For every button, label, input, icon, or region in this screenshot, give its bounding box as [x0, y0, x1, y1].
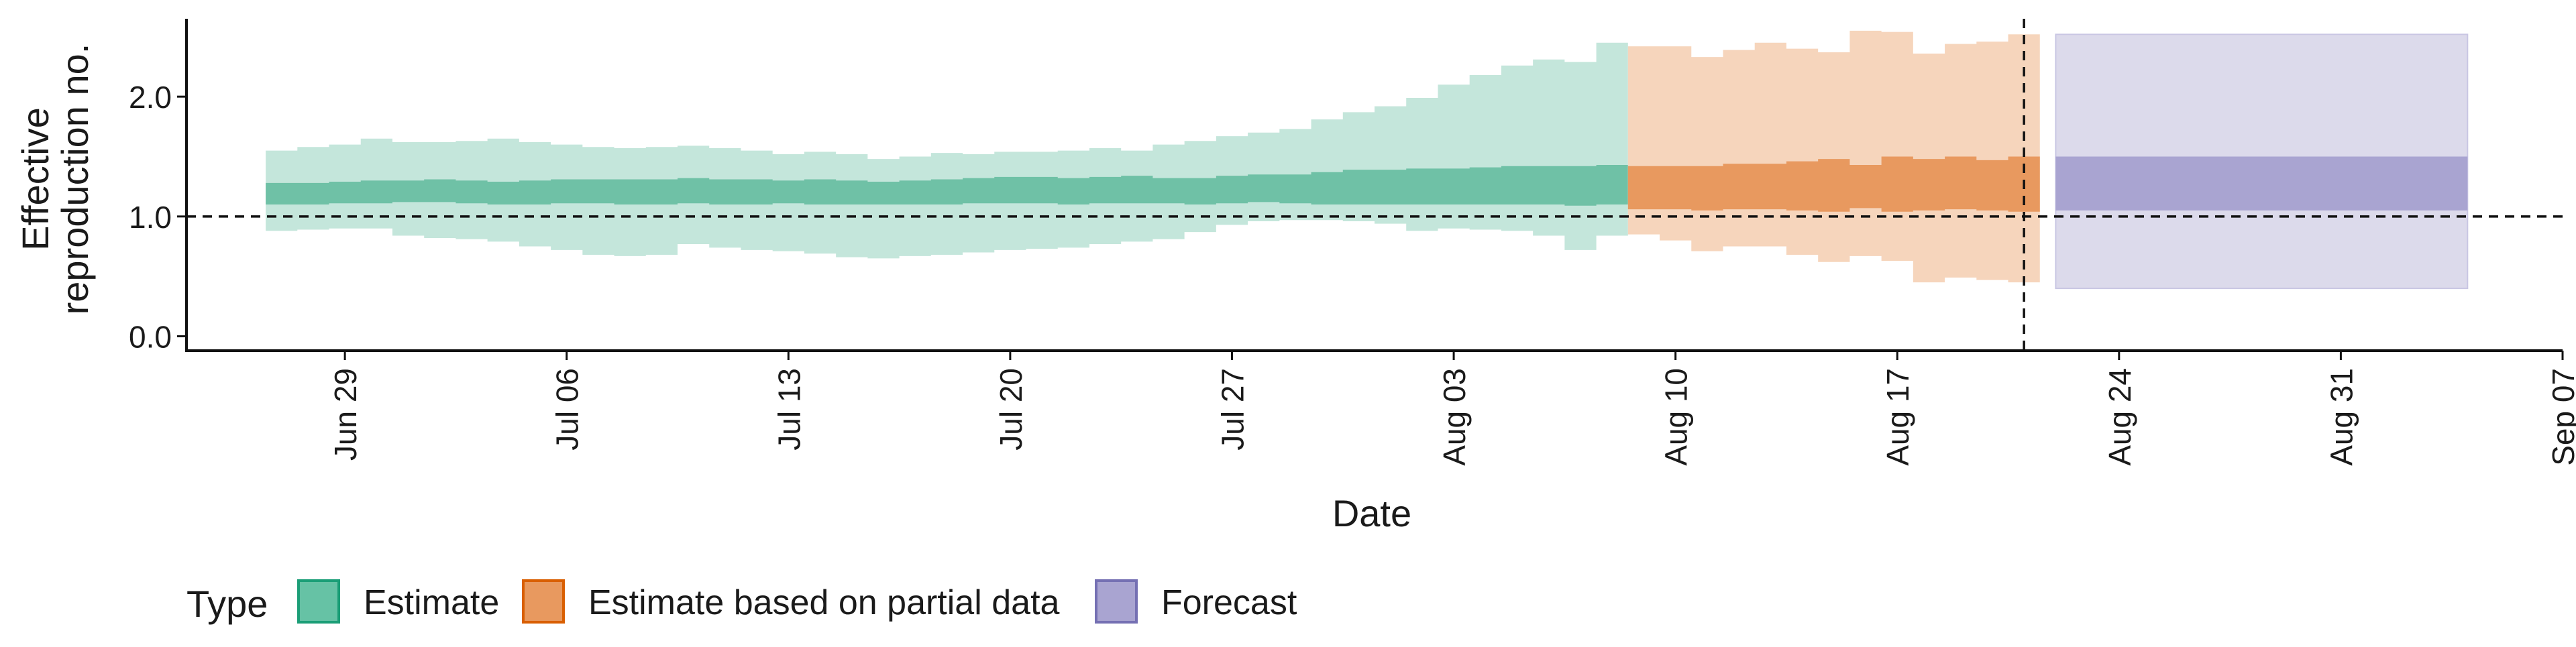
- legend-label-estimate-based-on-partial-data: Estimate based on partial data: [588, 583, 1060, 622]
- x-tick-label: Jul 20: [994, 368, 1028, 451]
- x-tick-label: Aug 03: [1437, 368, 1472, 466]
- y-tick-label: 1.0: [129, 200, 172, 235]
- legend-swatch-estimate: [299, 581, 339, 622]
- x-tick-label: Jul 27: [1215, 368, 1250, 451]
- y-axis-label-line2: reproduction no.: [54, 44, 96, 315]
- x-axis-label: Date: [1332, 492, 1411, 534]
- x-tick-label: Jul 06: [550, 368, 585, 451]
- chart-bands: [266, 31, 2467, 288]
- x-tick-label: Aug 31: [2324, 368, 2359, 466]
- estimate-based-on-partial-data-outer-band: [1628, 31, 2040, 282]
- x-tick-label: Jul 13: [771, 368, 806, 451]
- legend-label-forecast: Forecast: [1161, 583, 1297, 622]
- legend-swatch-estimate-based-on-partial-data: [523, 581, 564, 622]
- y-tick-label: 0.0: [129, 320, 172, 355]
- estimate-outer-band: [266, 43, 1628, 259]
- x-tick-label: Aug 17: [1880, 368, 1915, 466]
- x-tick-label: Jun 29: [328, 368, 363, 461]
- legend-title: Type: [186, 583, 268, 625]
- forecast-inner-band: [2055, 157, 2467, 211]
- x-tick-label: Sep 07: [2546, 368, 2576, 466]
- legend-label-estimate: Estimate: [364, 583, 499, 622]
- legend-swatch-forecast: [1096, 581, 1136, 622]
- legend: Type Estimate Estimate based on partial d…: [186, 581, 1297, 625]
- x-tick-label: Aug 10: [1659, 368, 1694, 466]
- y-axis-label-line1: Effective: [14, 107, 56, 251]
- y-tick-label: 2.0: [129, 80, 172, 115]
- x-tick-label: Aug 24: [2102, 368, 2137, 466]
